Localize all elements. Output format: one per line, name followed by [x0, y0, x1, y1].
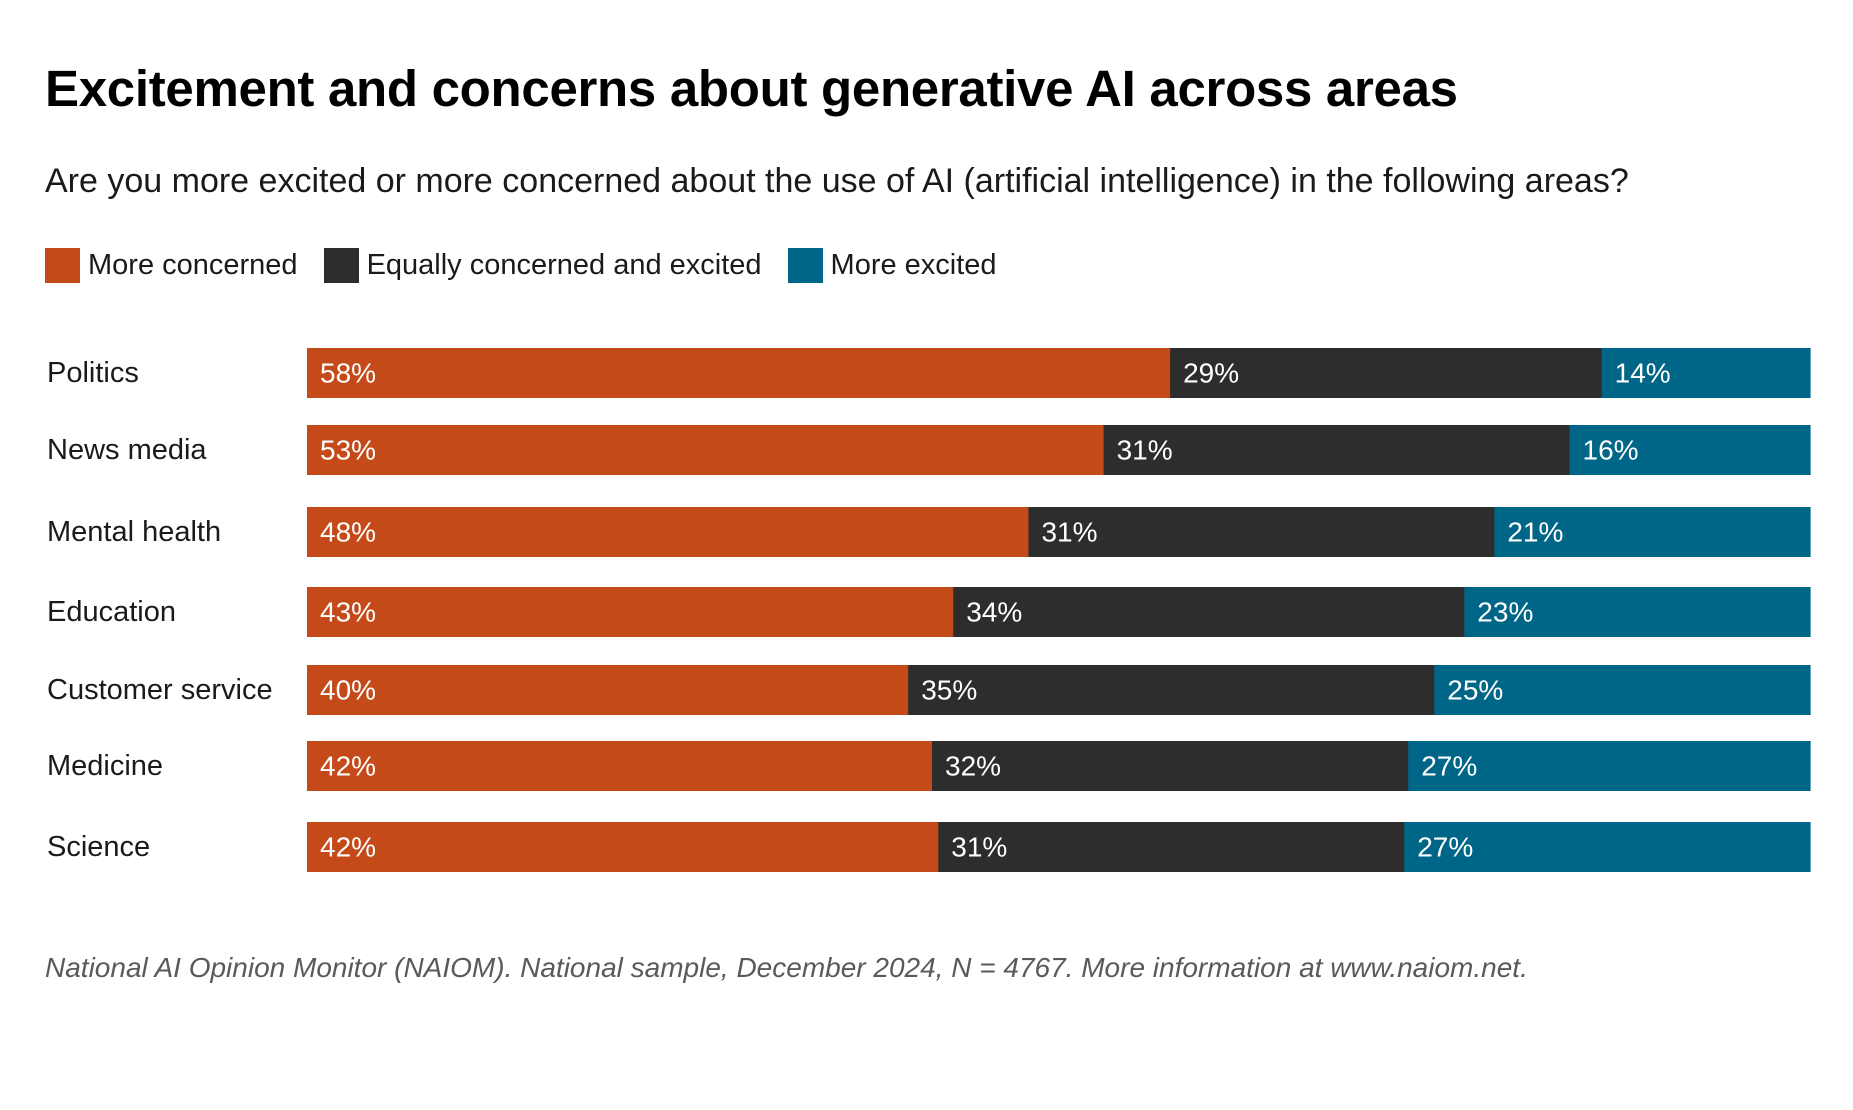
legend-item-more-excited: More excited	[787, 246, 997, 284]
bar-segment-education-equally-concerned-and-excited	[953, 587, 1465, 637]
chart-legend: More concerned Equally concerned and exc…	[45, 246, 1023, 284]
bar-segment-science-equally-concerned-and-excited	[938, 822, 1405, 872]
data-label-customer-service-more-concerned: 40%	[320, 675, 376, 706]
bar-segment-education-more-excited	[1464, 587, 1811, 637]
category-label-education: Education	[47, 596, 176, 628]
data-label-mental-health-equally-concerned-and-excited: 31%	[1041, 517, 1097, 548]
legend-label-more-excited: More excited	[830, 249, 997, 281]
legend-label-equally: Equally concerned and excited	[366, 249, 762, 281]
category-label-mental-health: Mental health	[47, 516, 221, 548]
bar-segment-news-media-equally-concerned-and-excited	[1103, 425, 1571, 475]
data-label-news-media-more-concerned: 53%	[320, 435, 376, 466]
bar-segment-mental-health-more-excited	[1494, 507, 1811, 557]
data-label-mental-health-more-concerned: 48%	[320, 517, 376, 548]
category-label-science: Science	[47, 831, 150, 863]
legend-item-equally: Equally concerned and excited	[323, 246, 762, 284]
data-label-science-more-excited: 27%	[1417, 832, 1473, 863]
category-label-politics: Politics	[47, 357, 139, 389]
bar-segment-news-media-more-concerned	[307, 425, 1105, 475]
bar-segment-politics-more-concerned	[307, 348, 1171, 398]
category-label-medicine: Medicine	[47, 750, 163, 782]
bar-segment-education-more-concerned	[307, 587, 954, 637]
data-label-education-equally-concerned-and-excited: 34%	[966, 597, 1022, 628]
data-label-medicine-more-concerned: 42%	[320, 751, 376, 782]
category-label-customer-service: Customer service	[47, 674, 273, 706]
data-label-education-more-concerned: 43%	[320, 597, 376, 628]
bar-segment-medicine-more-excited	[1408, 741, 1811, 791]
bar-segment-customer-service-more-excited	[1434, 665, 1811, 715]
bar-segment-medicine-equally-concerned-and-excited	[932, 741, 1409, 791]
stacked-bar-chart: Politics 58% 29% 14% News media 53% 31% 16% Ment…	[47, 348, 1811, 872]
data-label-science-equally-concerned-and-excited: 31%	[951, 832, 1007, 863]
source-note: National AI Opinion Monitor (NAIOM). Nat…	[45, 952, 1528, 983]
data-label-politics-more-excited: 14%	[1615, 358, 1671, 389]
bar-segment-science-more-excited	[1404, 822, 1811, 872]
bar-segment-politics-equally-concerned-and-excited	[1170, 348, 1603, 398]
legend-swatch-equally	[323, 247, 359, 283]
data-label-news-media-equally-concerned-and-excited: 31%	[1117, 435, 1173, 466]
data-label-customer-service-equally-concerned-and-excited: 35%	[921, 675, 977, 706]
bar-segment-mental-health-more-concerned	[307, 507, 1030, 557]
data-label-science-more-concerned: 42%	[320, 832, 376, 863]
legend-swatch-more-concerned	[45, 247, 80, 283]
bar-segment-customer-service-equally-concerned-and-excited	[908, 665, 1435, 715]
chart-title: Excitement and concerns about generative…	[45, 60, 1458, 117]
chart-subtitle: Are you more excited or more concerned a…	[45, 162, 1629, 200]
data-label-medicine-more-excited: 27%	[1421, 751, 1477, 782]
legend-swatch-more-excited	[787, 247, 823, 283]
bar-segment-news-media-more-excited	[1569, 425, 1811, 475]
data-label-medicine-equally-concerned-and-excited: 32%	[945, 751, 1001, 782]
data-label-politics-more-concerned: 58%	[320, 358, 376, 389]
legend-label-more-concerned: More concerned	[88, 249, 298, 281]
data-label-politics-equally-concerned-and-excited: 29%	[1183, 358, 1239, 389]
data-label-mental-health-more-excited: 21%	[1507, 517, 1563, 548]
bar-segment-politics-more-excited	[1601, 348, 1811, 398]
category-label-news-media: News media	[47, 434, 207, 466]
data-label-education-more-excited: 23%	[1477, 597, 1533, 628]
bar-segment-medicine-more-concerned	[307, 741, 933, 791]
data-label-customer-service-more-excited: 25%	[1447, 675, 1503, 706]
legend-item-more-concerned: More concerned	[45, 246, 298, 284]
bar-segment-science-more-concerned	[307, 822, 939, 872]
bar-segment-customer-service-more-concerned	[307, 665, 909, 715]
data-label-news-media-more-excited: 16%	[1583, 435, 1639, 466]
bar-segment-mental-health-equally-concerned-and-excited	[1028, 507, 1495, 557]
